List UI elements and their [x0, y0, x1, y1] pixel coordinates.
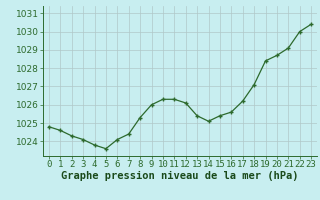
X-axis label: Graphe pression niveau de la mer (hPa): Graphe pression niveau de la mer (hPa)	[61, 171, 299, 181]
